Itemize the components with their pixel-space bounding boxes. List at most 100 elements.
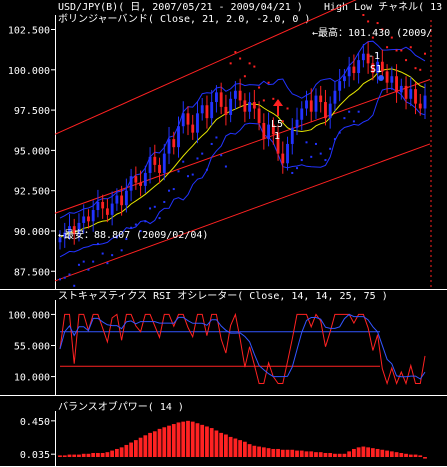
- sar-dot: [120, 249, 123, 252]
- candle-body: [148, 156, 152, 173]
- candle-body: [120, 195, 124, 206]
- stoch-y-axis: 100.000 55.000 10.000: [8, 310, 55, 384]
- bop-bars: [58, 420, 427, 459]
- stoch-label: ストキャスティクス RSI オシレーター( Close, 14, 14, 25,…: [58, 290, 388, 302]
- sar-dot: [101, 252, 104, 255]
- main-y-tick-label: 97.500: [14, 106, 50, 117]
- sar-dot: [324, 159, 327, 162]
- bop-bar: [110, 450, 115, 457]
- channel-line: [54, 143, 431, 282]
- sar-dot: [424, 52, 426, 55]
- sar-dot: [319, 152, 322, 155]
- bop-bar: [347, 451, 352, 457]
- candle-body: [58, 237, 62, 243]
- bop-bar: [337, 453, 342, 457]
- channel-line: [54, 78, 431, 214]
- sar-dot: [338, 131, 341, 134]
- s1-annotation: S1: [370, 64, 382, 75]
- sar-dot: [343, 117, 346, 120]
- sar-dot: [243, 75, 246, 78]
- sar-dot: [215, 136, 218, 139]
- sar-dot: [92, 260, 95, 263]
- l5-annotation: L5: [271, 119, 283, 130]
- candle-body: [305, 100, 308, 109]
- bop-bar: [224, 434, 228, 457]
- stoch-d-line: [59, 313, 426, 380]
- sar-dot: [371, 36, 374, 39]
- candle-body: [376, 61, 380, 74]
- sar-dot: [205, 168, 208, 171]
- candle-body: [342, 76, 346, 82]
- candle-body: [347, 66, 351, 77]
- candle-body: [281, 153, 285, 164]
- bop-bar: [408, 454, 413, 457]
- bop-bar: [304, 451, 309, 457]
- up-arrow-icon: [273, 99, 283, 114]
- bop-bar: [413, 454, 418, 457]
- bop-bar: [219, 432, 224, 457]
- candle-body: [352, 66, 356, 74]
- bop-bar: [114, 448, 119, 457]
- sar-dot: [115, 236, 118, 239]
- bop-bar: [318, 452, 323, 457]
- sar-dot: [201, 152, 204, 155]
- sar-dot: [130, 226, 133, 229]
- sar-dot: [277, 113, 280, 116]
- candle-body: [366, 53, 370, 64]
- bop-bar: [252, 445, 257, 457]
- candle-body: [87, 216, 90, 222]
- candle-body: [380, 61, 384, 72]
- sar-dot: [362, 14, 365, 16]
- candle-body: [338, 81, 342, 91]
- bop-bar: [133, 440, 138, 457]
- bop-bar: [394, 452, 399, 457]
- candle-body: [134, 176, 138, 183]
- sar-dot: [77, 263, 80, 266]
- bop-bar: [148, 432, 152, 457]
- candle-body: [77, 222, 81, 235]
- bop-bar: [257, 446, 261, 457]
- sar-dot: [139, 229, 142, 232]
- bop-bar: [143, 435, 148, 457]
- sar-dot: [329, 147, 332, 150]
- bop-bar: [361, 446, 366, 457]
- bop-bar: [86, 453, 91, 457]
- sar-dot: [267, 81, 270, 84]
- sar-dot: [68, 273, 71, 276]
- sar-dot: [177, 170, 180, 173]
- sar-dot: [149, 207, 152, 210]
- sar-dot: [158, 217, 161, 220]
- sar-dot: [168, 189, 171, 192]
- main-y-tick-label: 95.000: [14, 146, 50, 157]
- sar-dot: [414, 67, 417, 70]
- channel-label: High Low チャネル( 13: [324, 1, 442, 13]
- neg1-annotation: -1: [368, 51, 380, 62]
- candle-body: [409, 89, 413, 99]
- one-annotation: 1: [274, 131, 280, 142]
- candle-body: [361, 53, 365, 61]
- bop-bar: [290, 449, 295, 457]
- sar-dot: [419, 68, 422, 71]
- bollinger-label: ボリンジャーバンド( Close, 21, 2.0, -2.0, 0 ): [58, 13, 310, 25]
- stoch-y-tick-label: 55.000: [14, 342, 50, 353]
- bop-bar: [81, 453, 86, 457]
- bop-bar: [375, 448, 380, 457]
- sar-dot: [239, 57, 242, 60]
- sar-dot: [172, 188, 175, 191]
- candle-body: [91, 210, 95, 222]
- sar-dot: [191, 173, 194, 176]
- sar-dot: [73, 284, 76, 287]
- bop-bar: [366, 447, 371, 457]
- candle-body: [68, 226, 71, 233]
- candle-body: [324, 102, 327, 119]
- candle-body: [191, 124, 195, 133]
- candle-body: [319, 95, 323, 103]
- candle-body: [72, 226, 76, 235]
- main-y-tick-label: 102.500: [8, 26, 50, 37]
- sar-dot: [381, 28, 384, 31]
- sar-dot: [248, 62, 251, 65]
- bop-bar: [352, 448, 356, 457]
- bop-bar: [100, 452, 105, 457]
- bop-bar: [271, 448, 276, 457]
- sar-dot: [348, 110, 351, 113]
